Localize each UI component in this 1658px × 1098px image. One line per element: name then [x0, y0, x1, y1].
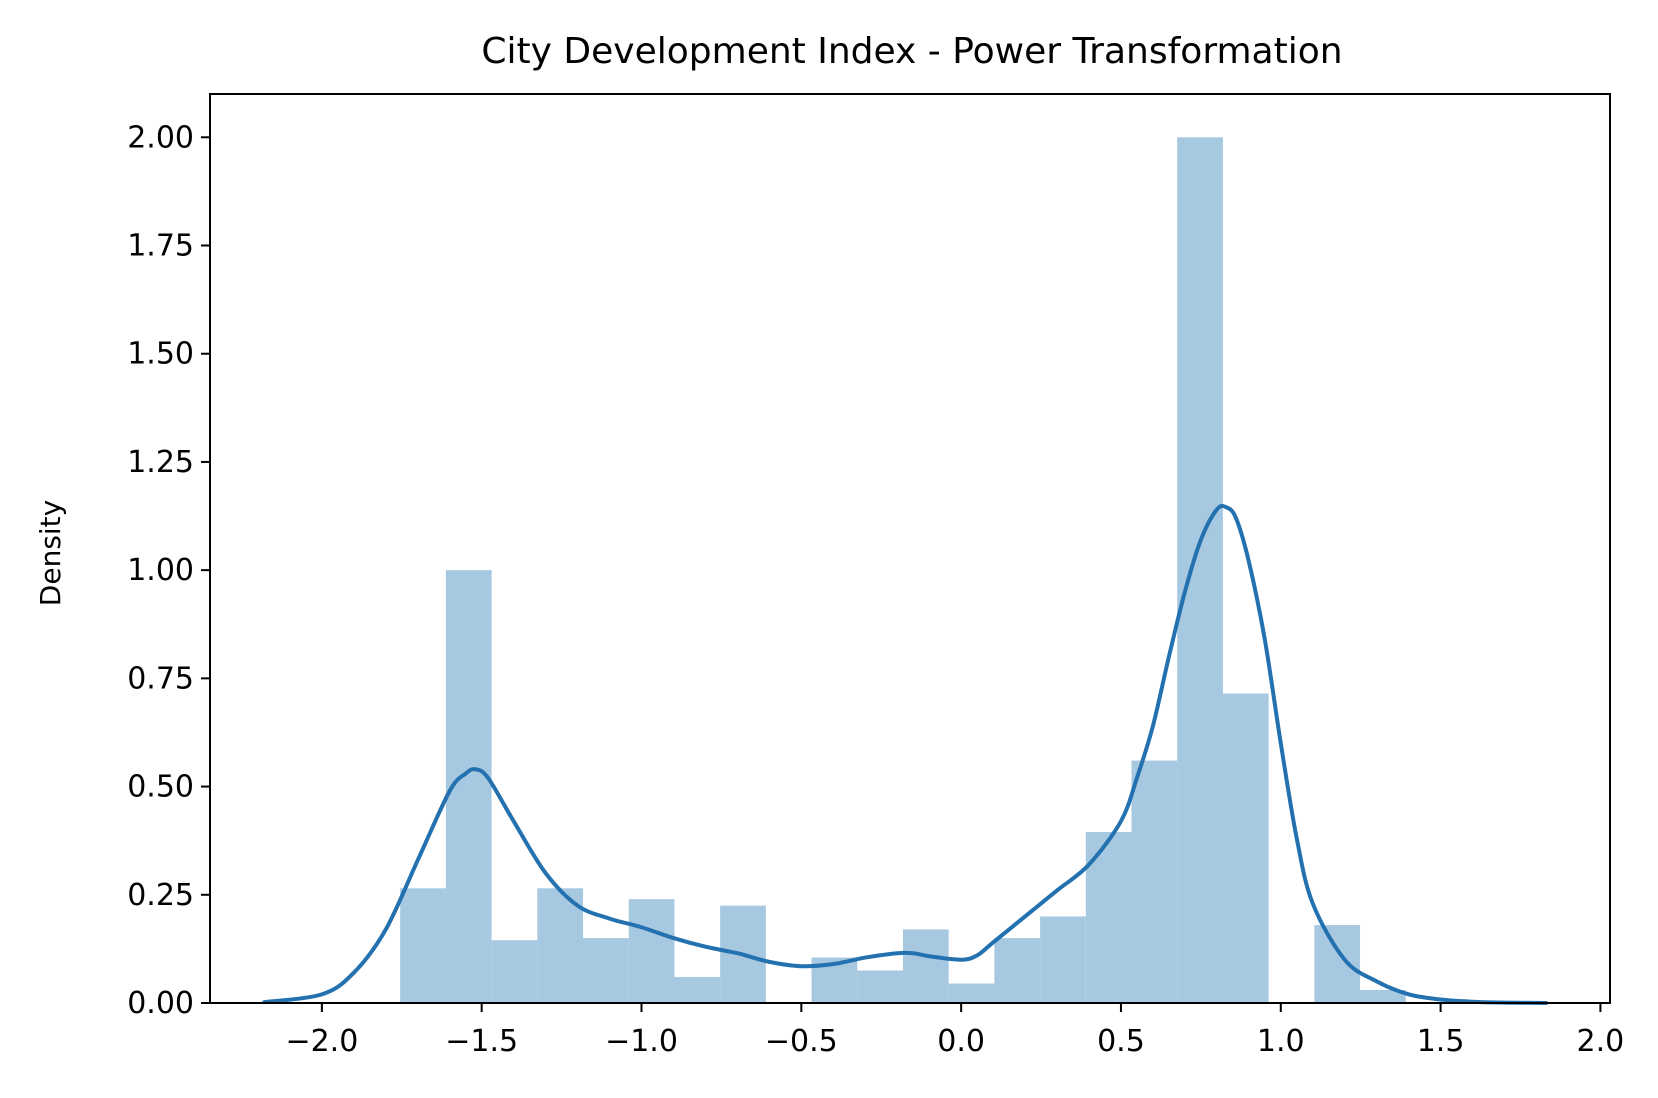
histogram-bar [537, 888, 584, 1003]
y-tick-label: 1.25 [127, 445, 194, 480]
y-tick-label: 0.50 [127, 770, 194, 805]
histogram-bar [674, 977, 721, 1003]
x-tick-label: −2.0 [285, 1024, 358, 1059]
y-tick-label: 0.00 [127, 986, 194, 1021]
histogram-bar [1222, 693, 1269, 1003]
histogram-bar [1131, 760, 1178, 1003]
x-axis-ticks: −2.0 −1.5 −1.0 −0.5 0.0 0.5 1.0 1.5 2.0 [285, 1003, 1624, 1059]
y-axis-label: Density [34, 500, 67, 606]
x-tick-label: 1.0 [1257, 1024, 1305, 1059]
histogram-bar [1314, 925, 1361, 1003]
histogram-bar [1177, 137, 1223, 1004]
y-axis-ticks: 0.00 0.25 0.50 0.75 1.00 1.25 1.50 1.75 2.00 [127, 120, 210, 1021]
x-tick-label: −1.5 [445, 1024, 518, 1059]
histogram-bars [400, 137, 1406, 1004]
y-tick-label: 1.50 [127, 337, 194, 372]
histogram-bar [994, 938, 1041, 1003]
x-tick-label: −0.5 [765, 1024, 838, 1059]
histogram-bar [948, 983, 995, 1003]
histogram-bar [400, 888, 446, 1003]
y-tick-label: 1.75 [127, 229, 194, 264]
plot-frame [209, 93, 1611, 1004]
y-tick-label: 0.25 [127, 878, 194, 913]
x-tick-label: 0.5 [1097, 1024, 1145, 1059]
histogram-bar [1360, 990, 1406, 1003]
x-tick-label: 2.0 [1577, 1024, 1625, 1059]
histogram-bar [1040, 916, 1086, 1003]
y-tick-label: 0.75 [127, 661, 194, 696]
y-tick-label: 2.00 [127, 120, 194, 155]
histogram-bar [902, 929, 949, 1003]
histogram-bar [628, 899, 675, 1003]
histogram-bar [491, 940, 538, 1003]
x-tick-label: 1.5 [1417, 1024, 1465, 1059]
chart-title: City Development Index - Power Transform… [481, 31, 1342, 72]
x-tick-label: −1.0 [605, 1024, 678, 1059]
x-tick-label: 0.0 [937, 1024, 985, 1059]
y-tick-label: 1.00 [127, 553, 194, 588]
histogram-bar [857, 970, 903, 1003]
histogram-bar [583, 938, 629, 1003]
kde-curve [262, 503, 1549, 1005]
